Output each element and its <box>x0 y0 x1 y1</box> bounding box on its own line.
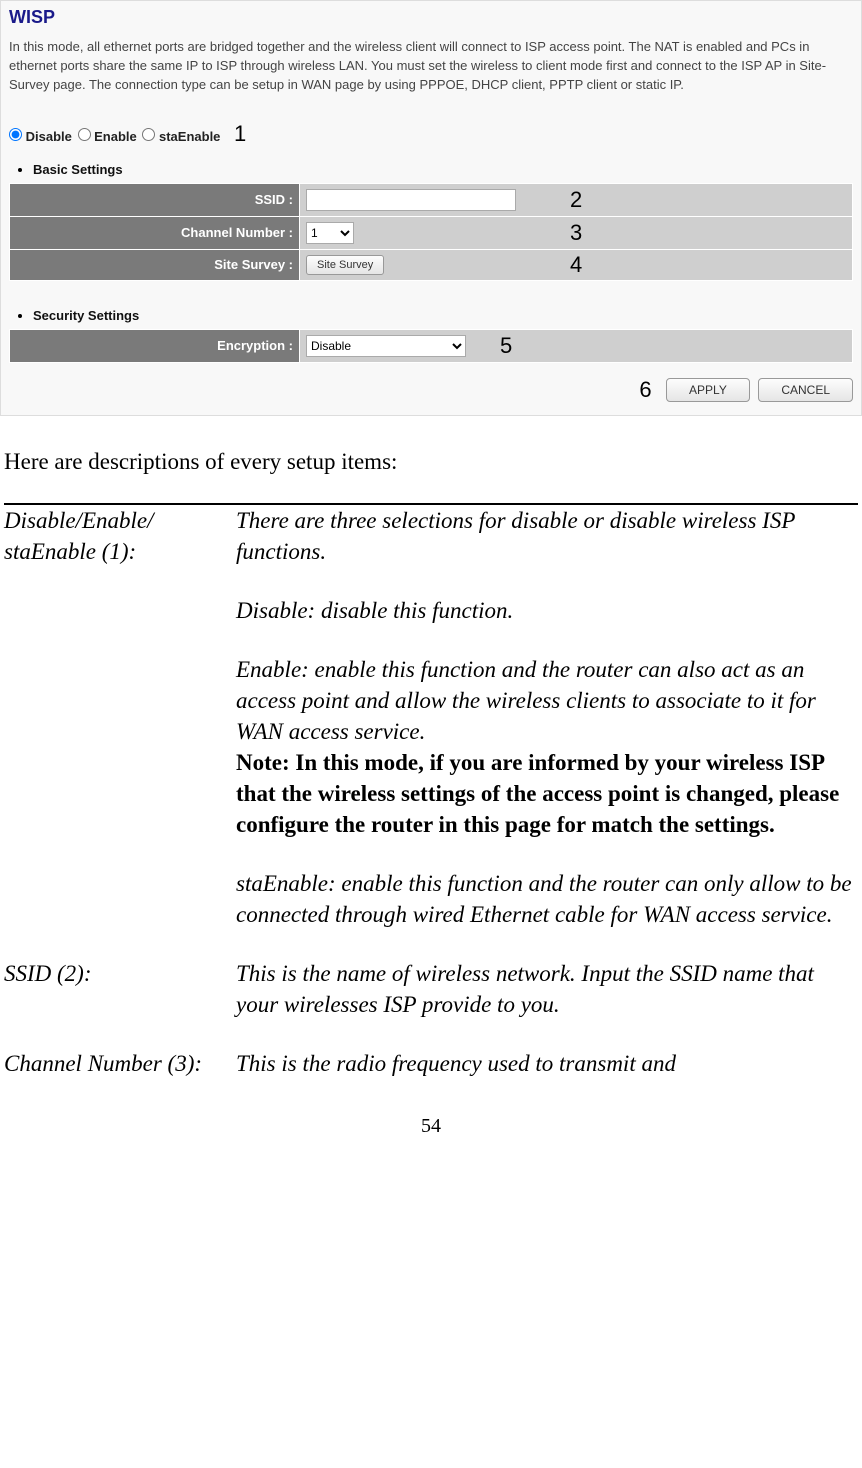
item3-description: This is the radio frequency used to tran… <box>236 1048 858 1079</box>
ssid-input[interactable] <box>306 189 516 211</box>
item2-label: SSID (2): <box>4 958 236 989</box>
channel-select[interactable]: 1 <box>306 222 354 244</box>
annotation-4: 4 <box>570 252 582 278</box>
annotation-3: 3 <box>570 220 582 246</box>
staenable-radio[interactable] <box>142 128 155 141</box>
intro-text: Here are descriptions of every setup ite… <box>4 446 858 477</box>
site-survey-button[interactable]: Site Survey <box>306 255 384 275</box>
item3-label: Channel Number (3): <box>4 1048 236 1079</box>
cancel-button[interactable]: CANCEL <box>758 378 853 402</box>
description-table: Disable/Enable/ staEnable (1): There are… <box>4 503 858 1080</box>
staenable-radio-label: staEnable <box>159 129 220 144</box>
item1-label: Disable/Enable/ staEnable (1): <box>4 505 236 567</box>
encryption-label: Encryption : <box>10 329 300 362</box>
annotation-2: 2 <box>570 187 582 213</box>
security-settings-table: Encryption : Disable 5 <box>9 329 853 363</box>
basic-settings-table: SSID : 2 Channel Number : 1 3 Site Surve… <box>9 183 853 281</box>
router-config-panel: WISP In this mode, all ethernet ports ar… <box>0 0 862 416</box>
document-body: Here are descriptions of every setup ite… <box>0 446 862 1080</box>
annotation-5: 5 <box>500 333 512 359</box>
ssid-label: SSID : <box>10 183 300 216</box>
disable-radio-label: Disable <box>26 129 72 144</box>
item1-description: There are three selections for disable o… <box>236 505 858 931</box>
annotation-1: 1 <box>234 121 246 146</box>
enable-radio[interactable] <box>78 128 91 141</box>
channel-label: Channel Number : <box>10 216 300 249</box>
enable-radio-label: Enable <box>94 129 137 144</box>
security-settings-heading: Security Settings <box>33 308 139 323</box>
panel-title: WISP <box>9 7 853 28</box>
page-number: 54 <box>0 1115 862 1138</box>
item2-description: This is the name of wireless network. In… <box>236 958 858 1020</box>
panel-description: In this mode, all ethernet ports are bri… <box>9 38 853 95</box>
apply-button[interactable]: APPLY <box>666 378 750 402</box>
basic-settings-heading: Basic Settings <box>33 162 123 177</box>
site-survey-label: Site Survey : <box>10 249 300 280</box>
disable-radio[interactable] <box>9 128 22 141</box>
annotation-6: 6 <box>639 377 651 402</box>
button-row: 6 APPLY CANCEL <box>9 377 853 403</box>
encryption-select[interactable]: Disable <box>306 335 466 357</box>
mode-radio-group: Disable Enable staEnable 1 <box>9 121 853 147</box>
